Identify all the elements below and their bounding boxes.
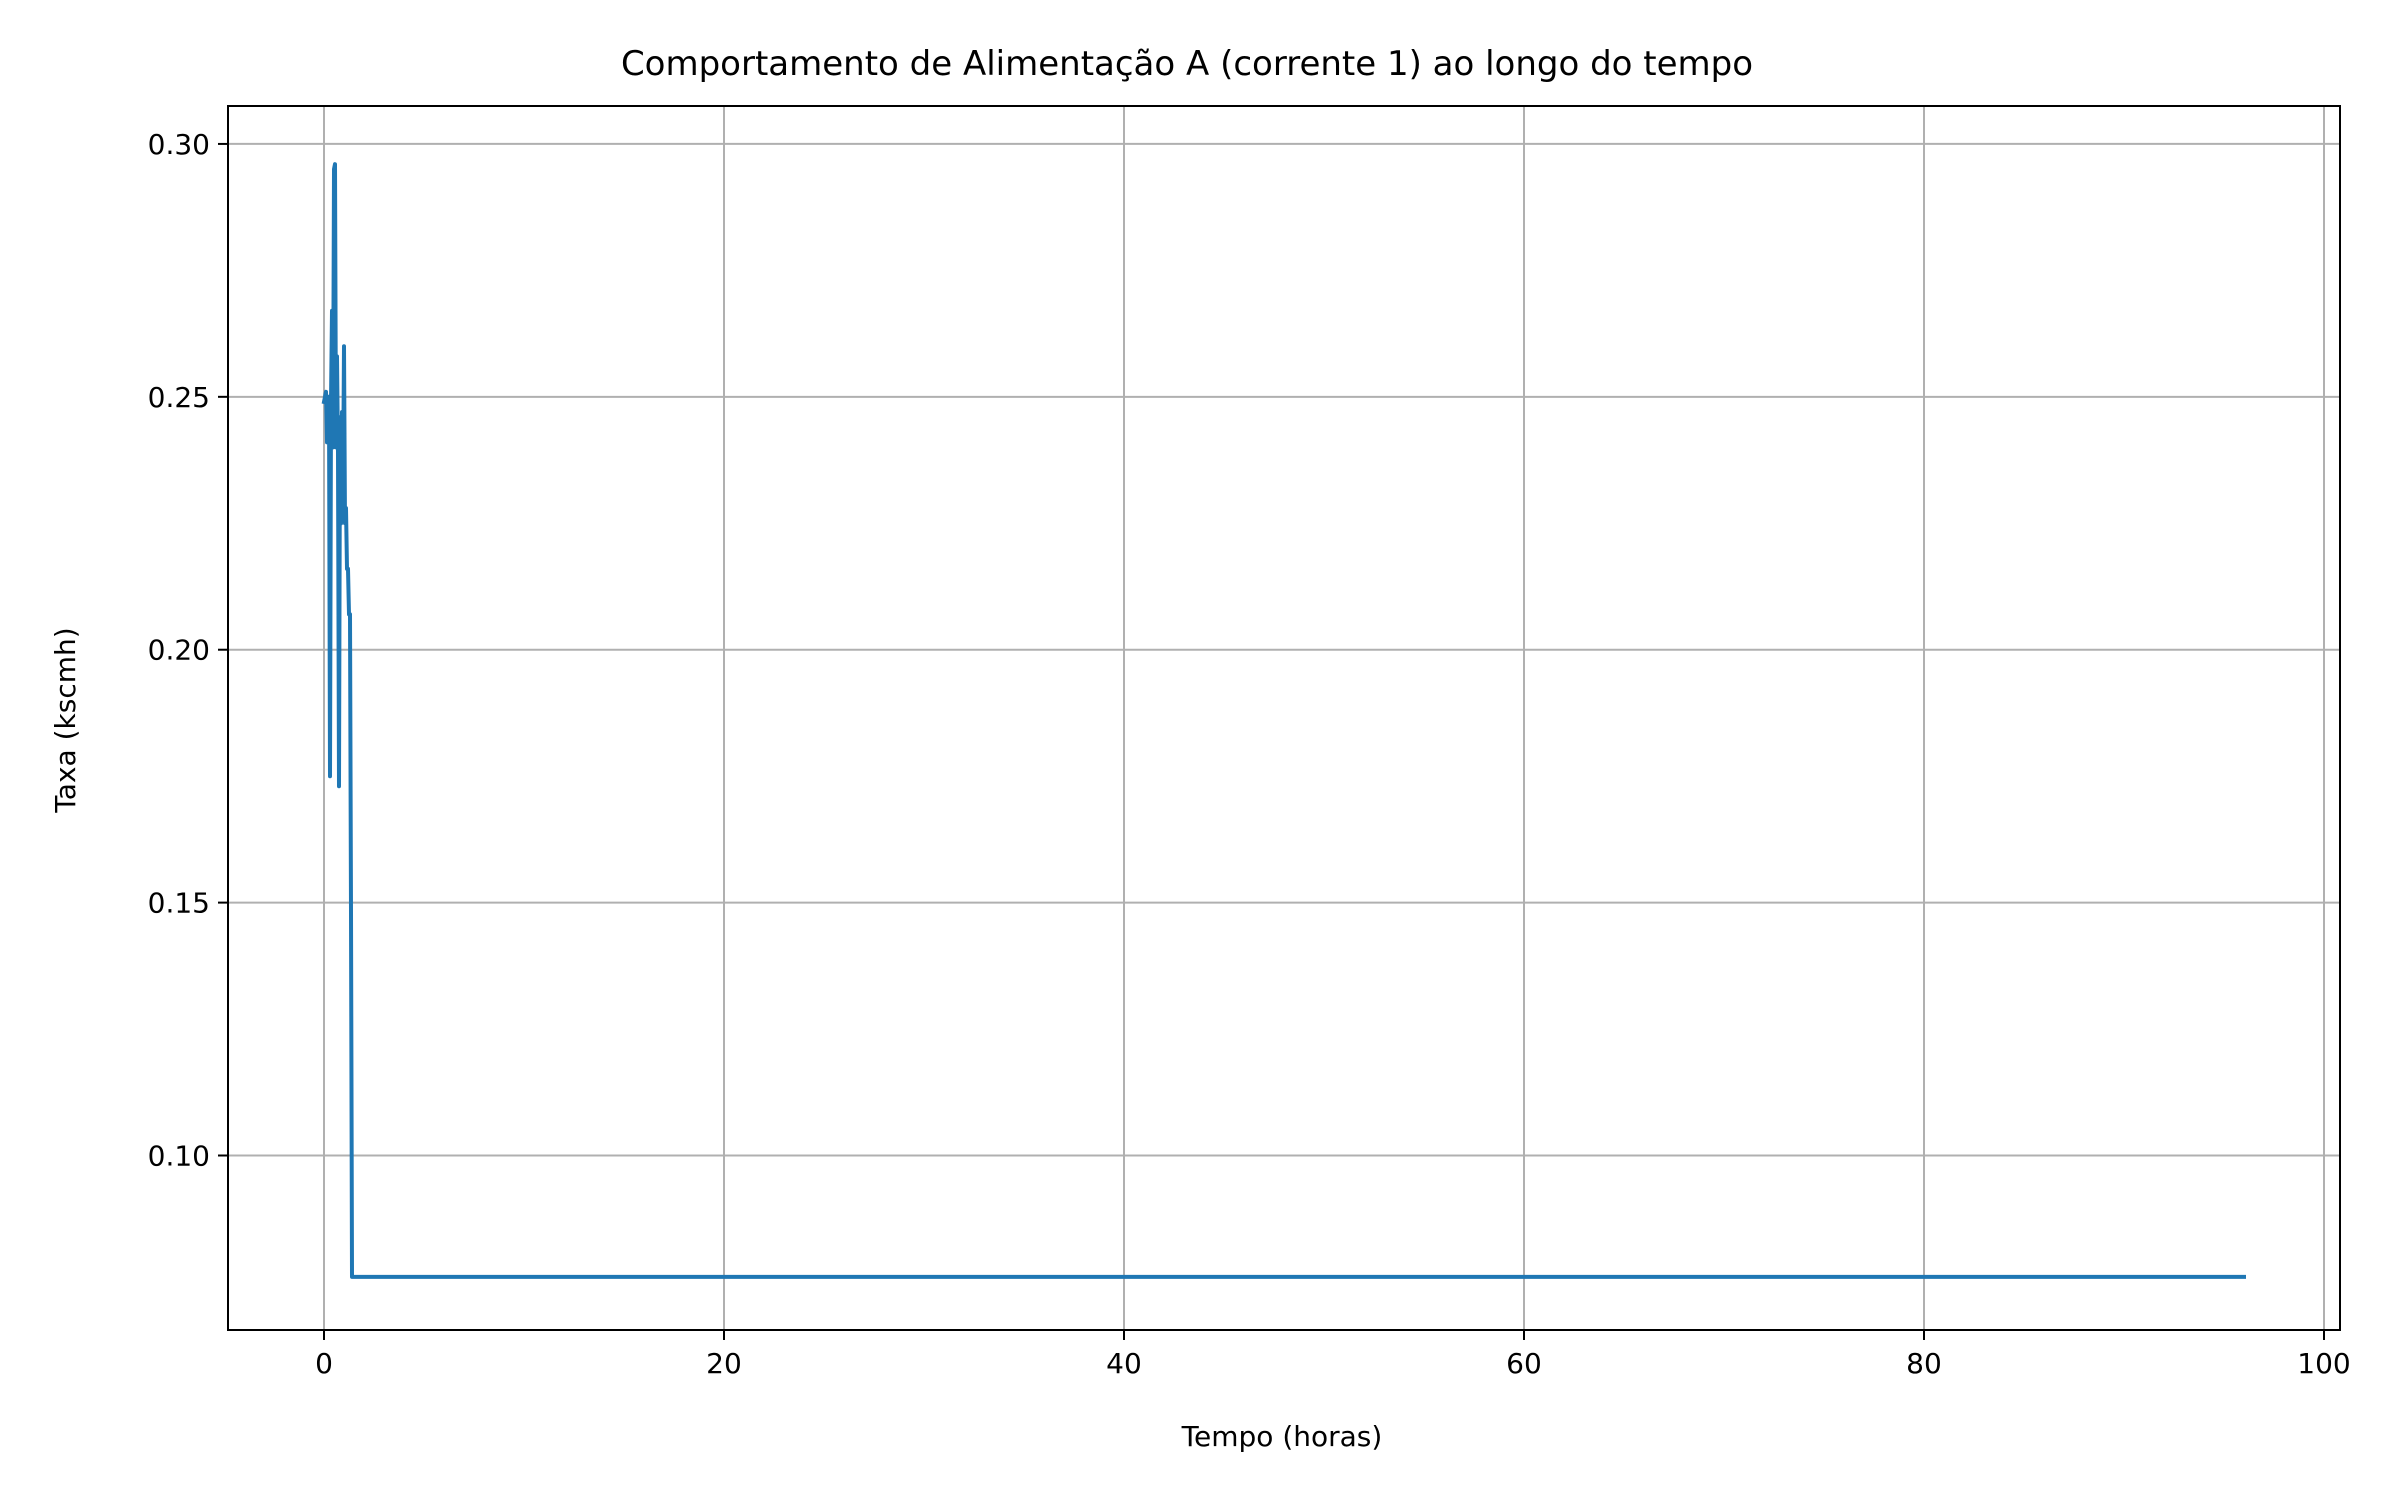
- x-tick-label: 100: [2297, 1347, 2350, 1380]
- x-tick-label: 40: [1106, 1347, 1142, 1380]
- y-tick-label: 0.10: [148, 1140, 210, 1173]
- grid: [228, 106, 2340, 1330]
- y-tick-label: 0.25: [148, 381, 210, 414]
- x-tick-label: 80: [1906, 1347, 1942, 1380]
- y-tick-label: 0.20: [148, 634, 210, 667]
- y-tick-label: 0.15: [148, 887, 210, 920]
- y-axis-ticks: 0.10 0.15 0.20 0.25 0.30: [148, 128, 228, 1173]
- y-axis-label: Taxa (kscmh): [49, 627, 82, 813]
- x-tick-label: 20: [706, 1347, 742, 1380]
- x-tick-label: 60: [1506, 1347, 1542, 1380]
- series-layer: [321, 162, 2246, 1279]
- x-axis-label: Tempo (horas): [1181, 1420, 1383, 1453]
- x-tick-label: 0: [315, 1347, 333, 1380]
- plot-area-frame: [227, 105, 2341, 1331]
- x-axis-ticks: 0 20 40 60 80 100: [315, 1330, 2351, 1380]
- chart-title: Comportamento de Alimentação A (corrente…: [621, 44, 1753, 84]
- series-line: [321, 162, 2246, 1279]
- y-tick-label: 0.30: [148, 128, 210, 161]
